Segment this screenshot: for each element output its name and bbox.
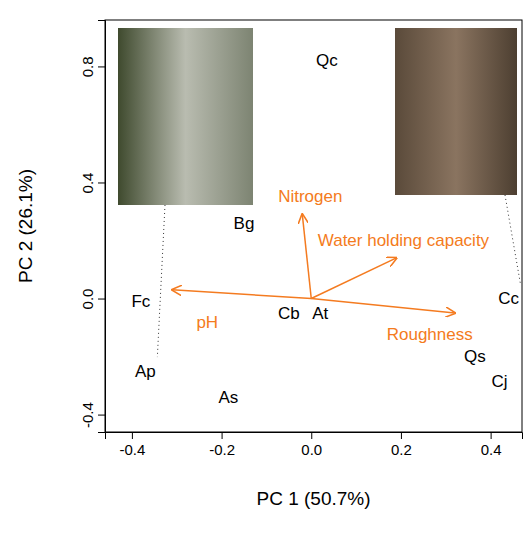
tick-label: 0.0 [301, 441, 322, 458]
tick-mark [98, 415, 105, 416]
tick: 0.0 [301, 432, 322, 458]
tick-label: -0.4 [79, 402, 96, 428]
tick-label: 0.2 [391, 441, 412, 458]
tick-mark [311, 432, 312, 439]
loading-arrow [311, 299, 454, 314]
tick-mark [401, 432, 402, 439]
tick-mark [98, 182, 105, 183]
marks [172, 214, 454, 313]
point-label: Qc [316, 51, 338, 70]
point-label: Fc [131, 292, 150, 311]
loading-label: pH [196, 313, 218, 332]
tick-mark [132, 432, 133, 439]
tick-mark [98, 299, 105, 300]
tick-label: 0.4 [79, 173, 96, 194]
point-label: At [312, 304, 328, 323]
tick: 0.8 [79, 56, 105, 77]
loading-arrow [311, 258, 396, 299]
bark-photo [395, 28, 517, 195]
tick: -0.4 [119, 432, 145, 458]
point-label: As [218, 388, 238, 407]
point-label: Ap [135, 362, 156, 381]
tick-label: 0.4 [481, 441, 502, 458]
loading-arrow [302, 214, 311, 298]
point-label: Cb [278, 304, 300, 323]
point-label: Qs [464, 347, 486, 366]
leader-line [505, 195, 521, 285]
tick-mark [98, 66, 105, 67]
loading-arrow [172, 290, 311, 299]
tick: 0.2 [391, 432, 412, 458]
tick-label: 0.0 [79, 289, 96, 310]
tick-mark [491, 432, 492, 439]
loading-label: Water holding capacity [318, 231, 490, 250]
tick-label: -0.2 [209, 441, 235, 458]
axis-line [98, 21, 106, 433]
point-label: Cc [498, 289, 519, 308]
tick-label: -0.4 [119, 441, 145, 458]
loading-label: Roughness [387, 325, 473, 344]
axis-line [106, 433, 523, 440]
tick: 0.0 [79, 289, 105, 310]
x-axis-title: PC 1 (50.7%) [256, 488, 370, 509]
y-axis: -0.4 0.0 0.4 0.8 [79, 21, 106, 433]
leader-line [157, 205, 165, 357]
plot-frame [105, 20, 522, 432]
tick-mark [222, 432, 223, 439]
tick: -0.4 [79, 402, 105, 428]
tick: 0.4 [79, 173, 105, 194]
tick-label: 0.8 [79, 56, 96, 77]
chart: -0.4 -0.2 0.0 0.2 0.4 -0.4 0.0 0.4 0.8 PC 1 (50.7… [0, 0, 532, 543]
point-label: Cj [492, 372, 508, 391]
tick: -0.2 [209, 432, 235, 458]
point-label: Bg [234, 214, 255, 233]
loading-label: Nitrogen [278, 187, 342, 206]
tick: 0.4 [481, 432, 502, 458]
x-axis: -0.4 -0.2 0.0 0.2 0.4 [106, 432, 523, 458]
bark-photo [118, 28, 253, 205]
y-axis-title: PC 2 (26.1%) [15, 169, 36, 283]
